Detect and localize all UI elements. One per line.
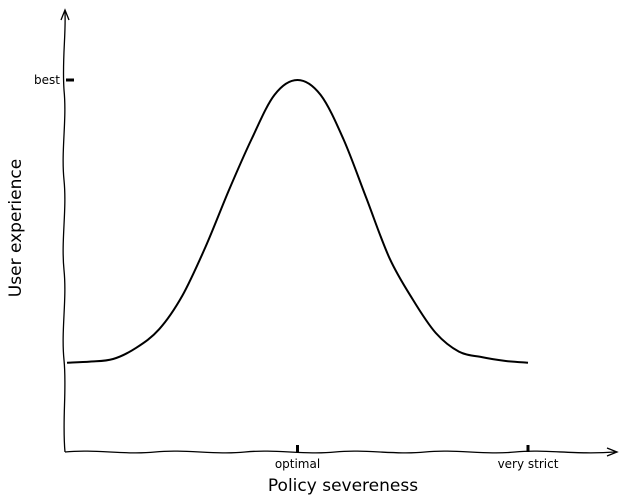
x-tick-label: optimal	[275, 457, 320, 471]
x-tick-label: very strict	[498, 457, 559, 471]
x-axis-label: Policy severeness	[268, 476, 418, 496]
x-axis-line	[64, 450, 616, 454]
series-line	[66, 78, 529, 364]
ticks: optimal very strict best	[34, 73, 559, 471]
x-axis-arrow-icon	[606, 447, 619, 457]
y-axis-arrow-icon	[60, 8, 70, 21]
y-tick-label: best	[34, 73, 60, 87]
y-axis-label: User experience	[6, 159, 26, 297]
y-axis-line	[62, 11, 66, 453]
